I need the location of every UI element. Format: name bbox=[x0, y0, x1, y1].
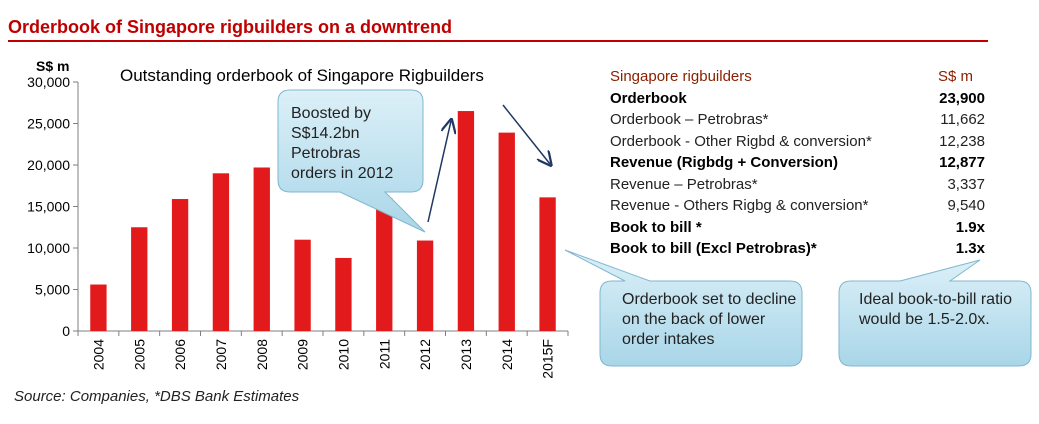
x-tick-label: 2010 bbox=[335, 339, 351, 370]
table-row: Orderbook 23,900 bbox=[610, 88, 985, 110]
table-row-label: Revenue – Petrobras* bbox=[610, 175, 758, 193]
callout-decline-text: Orderbook set to decline on the back of … bbox=[622, 291, 797, 348]
bar-2011 bbox=[376, 198, 393, 331]
bar-2010 bbox=[335, 257, 352, 331]
bar-2014 bbox=[498, 132, 515, 331]
table-row-value: 1.9x bbox=[955, 218, 985, 236]
x-tick-label: 2014 bbox=[499, 339, 515, 370]
bar-2008 bbox=[253, 167, 270, 331]
table-row-label: Orderbook bbox=[610, 89, 687, 107]
y-tick-label: 25,000 bbox=[27, 116, 70, 132]
callout-book-to-bill-shape bbox=[838, 259, 1032, 367]
arrow-down-2014-2015 bbox=[502, 104, 550, 164]
y-tick-label: 15,000 bbox=[27, 199, 70, 215]
table-row: Revenue (Rigbdg + Conversion) 12,877 bbox=[610, 152, 985, 174]
table-row-label: Orderbook - Other Rigbd & conversion* bbox=[610, 132, 872, 150]
x-tick-label: 2005 bbox=[131, 339, 147, 370]
x-tick-label: 2004 bbox=[90, 339, 106, 370]
rigbuilders-table: Singapore rigbuilders S$ m Orderbook 23,9… bbox=[610, 66, 985, 260]
y-tick-label: 20,000 bbox=[27, 157, 70, 173]
bar-2012 bbox=[416, 240, 434, 331]
y-tick-label: 10,000 bbox=[27, 240, 70, 256]
x-tick-label: 2009 bbox=[295, 339, 311, 370]
bar-2006 bbox=[171, 199, 189, 331]
bar-2009 bbox=[294, 239, 311, 331]
table-row-value: 11,662 bbox=[940, 111, 985, 128]
chart-title: Outstanding orderbook of Singapore Rigbu… bbox=[120, 66, 484, 85]
table-header-label: Singapore rigbuilders bbox=[610, 68, 752, 85]
x-tick-label: 2011 bbox=[376, 339, 392, 369]
table-header-unit: S$ m bbox=[937, 68, 973, 85]
x-tick-label: 2015F bbox=[540, 339, 556, 379]
bar-2013 bbox=[457, 111, 475, 331]
table-row: Book to bill (Excl Petrobras)* 1.3x bbox=[610, 238, 985, 260]
callout-book-to-bill-text: Ideal book-to-bill ratio would be 1.5-2.… bbox=[859, 291, 1012, 328]
page-title: Orderbook of Singapore rigbuilders on a … bbox=[8, 17, 453, 37]
x-tick-label: 2012 bbox=[417, 339, 433, 370]
bar-2015F bbox=[539, 197, 556, 331]
table-row-value: 9,540 bbox=[947, 197, 985, 214]
y-tick-label: 30,000 bbox=[27, 74, 70, 90]
callout-decline-shape bbox=[564, 249, 803, 367]
bar-2005 bbox=[131, 227, 148, 331]
table-row-value: 12,238 bbox=[939, 132, 985, 150]
x-tick-label: 2006 bbox=[172, 339, 188, 370]
table-row-label: Book to bill * bbox=[610, 218, 702, 236]
y-tick-label: 5,000 bbox=[35, 282, 70, 298]
x-tick-label: 2013 bbox=[458, 339, 474, 370]
bar-2004 bbox=[90, 284, 107, 331]
table-row: Revenue – Petrobras* 3,337 bbox=[610, 174, 985, 196]
y-tick-label: 0 bbox=[62, 323, 70, 339]
arrow-up-2012-2013 bbox=[427, 121, 451, 223]
table-row: Orderbook – Petrobras* 11,662 bbox=[610, 109, 985, 131]
table-row-value: 3,337 bbox=[947, 175, 985, 193]
x-tick-label: 2008 bbox=[254, 339, 270, 370]
table-header-row: Singapore rigbuilders S$ m bbox=[610, 66, 985, 88]
table-row: Book to bill * 1.9x bbox=[610, 217, 985, 239]
x-tick-label: 2007 bbox=[213, 339, 229, 370]
table-row: Orderbook - Other Rigbd & conversion* 12,… bbox=[610, 131, 985, 153]
bar-2007 bbox=[212, 173, 230, 331]
table-row-value: 1.3x bbox=[955, 240, 985, 257]
source-note: Source: Companies, *DBS Bank Estimates bbox=[14, 388, 300, 405]
table-row-label: Orderbook – Petrobras* bbox=[610, 111, 769, 128]
table-row-label: Revenue - Others Rigbg & conversion* bbox=[610, 197, 869, 214]
table-row-value: 12,877 bbox=[939, 154, 985, 171]
table-row-label: Revenue (Rigbdg + Conversion) bbox=[610, 154, 838, 171]
table-row: Revenue - Others Rigbg & conversion* 9,54… bbox=[610, 195, 985, 217]
callout-petrobras-shape bbox=[277, 89, 426, 233]
y-axis-unit-label: S$ m bbox=[36, 58, 69, 74]
title-rule bbox=[8, 40, 988, 42]
table-row-label: Book to bill (Excl Petrobras)* bbox=[610, 240, 817, 257]
callout-petrobras-text: Boosted by S$14.2bn Petrobras orders in … bbox=[291, 105, 394, 182]
table-row-value: 23,900 bbox=[939, 89, 985, 107]
